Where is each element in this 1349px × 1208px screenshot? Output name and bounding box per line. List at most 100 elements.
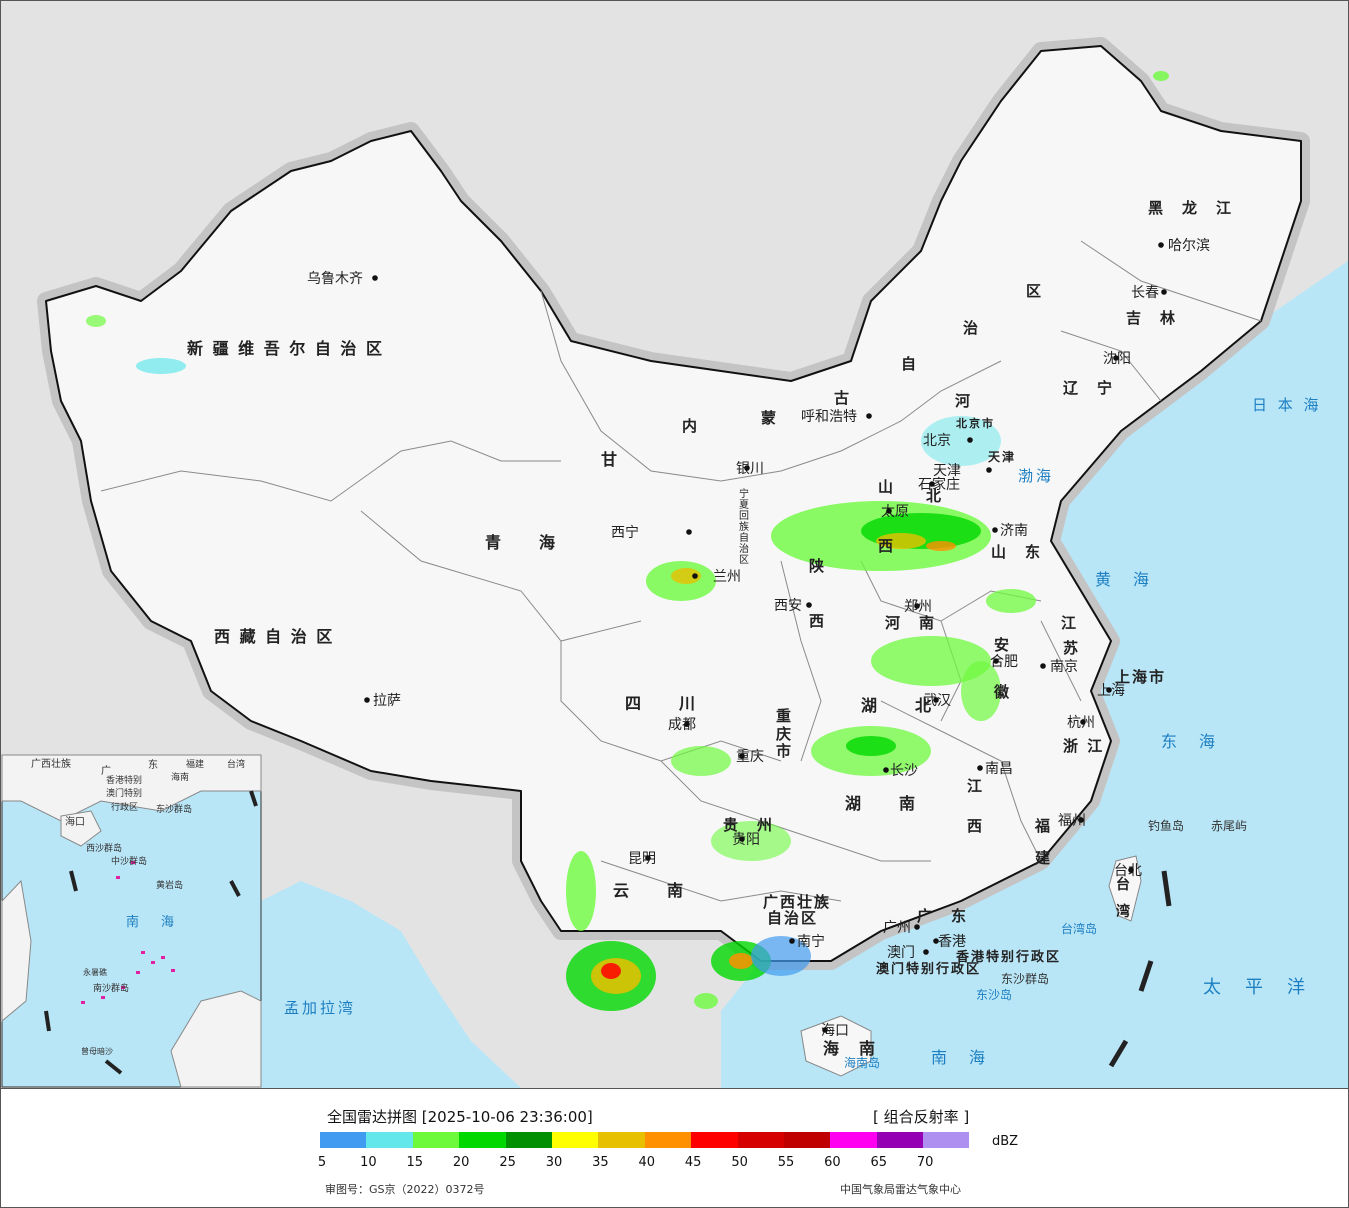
island-label: 东沙群岛 <box>1001 971 1049 986</box>
inset-label: 澳门特别 <box>106 787 142 799</box>
city-label: 太原 <box>881 504 909 520</box>
inset-label: 永暑礁 <box>83 967 107 977</box>
region-label: 四 川 <box>625 694 697 713</box>
city-label: 福州 <box>1058 813 1086 829</box>
region-label: 重 <box>776 707 793 725</box>
region-label-ningxia: 族 <box>739 520 749 533</box>
region-label: 湾 <box>1116 903 1132 920</box>
inset-label: 福建 <box>186 758 204 770</box>
source-agency: 中国气象局雷达气象中心 <box>840 1183 961 1196</box>
scale-tick-label: 20 <box>452 1155 470 1170</box>
city-marker <box>692 573 698 579</box>
region-label: 香港特别行政区 <box>955 949 1061 965</box>
city-label: 石家庄 <box>918 476 960 493</box>
hainan-island <box>800 1015 872 1077</box>
city-label: 香港 <box>938 934 966 950</box>
taiwan-island <box>1108 855 1142 922</box>
city-marker <box>933 938 939 944</box>
color-swatch <box>412 1132 460 1148</box>
city-label: 长春 <box>1131 285 1159 301</box>
china-map: 乌鲁木齐拉萨西宁银川兰州呼和浩特北京天津石家庄太原济南郑州西安成都重庆武汉合肥南… <box>1 1 1348 1088</box>
island-label: 东沙岛 <box>976 987 1012 1002</box>
region-label: 辽 宁 <box>1063 379 1114 397</box>
region-label: 自治区 <box>767 909 818 927</box>
city-marker <box>684 721 690 727</box>
city-marker <box>372 275 378 281</box>
ocean-bengal <box>261 881 521 1088</box>
inset-label: 东沙群岛 <box>156 803 192 815</box>
color-swatch <box>644 1132 692 1148</box>
region-label: 自 <box>901 355 918 373</box>
scale-tick-label: 50 <box>731 1155 748 1170</box>
city-marker <box>744 465 750 471</box>
city-marker <box>866 413 872 419</box>
scale-tick-label: 25 <box>499 1155 516 1170</box>
sea-label: 东 海 <box>1161 732 1218 751</box>
region-label: 上海市 <box>1115 668 1166 686</box>
maritime-boundary-dashes <box>1108 870 1172 1068</box>
inset-label: 行政区 <box>111 801 138 813</box>
mosaic-title: 全国雷达拼图 [2025-10-06 23:36:00] <box>327 1108 593 1126</box>
region-label: 治 <box>963 319 980 337</box>
color-swatch <box>830 1132 877 1148</box>
city-marker <box>1128 867 1134 873</box>
region-label: 青 海 <box>485 533 557 552</box>
region-label: 区 <box>1026 282 1043 300</box>
city-marker <box>1161 289 1167 295</box>
color-swatch <box>876 1132 924 1148</box>
city-marker <box>914 924 920 930</box>
region-label: 江 <box>967 777 984 795</box>
region-label: 北京市 <box>956 416 995 430</box>
inset-label: 广 <box>101 765 111 777</box>
city-label: 广州 <box>883 920 911 936</box>
city-marker <box>967 437 973 443</box>
city-label: 哈尔滨 <box>1168 238 1210 254</box>
city-label: 银川 <box>736 461 764 477</box>
city-marker <box>739 753 745 759</box>
color-swatch <box>551 1132 599 1148</box>
scale-tick-label: 55 <box>777 1155 795 1170</box>
city-label: 拉萨 <box>373 693 401 709</box>
city-marker <box>645 855 651 861</box>
city-label: 西安 <box>774 598 802 614</box>
scale-tick-label: 15 <box>406 1155 424 1170</box>
region-label: 西 <box>878 537 895 555</box>
scale-tick-label: 30 <box>545 1155 563 1170</box>
approval-number: 审图号：GS京（2022）0372号 <box>325 1183 485 1196</box>
inset-label: 西沙群岛 <box>86 842 122 854</box>
region-label: 福 <box>1034 817 1052 835</box>
inset-label: 海口 <box>65 815 85 828</box>
city-label: 台北 <box>1114 863 1142 879</box>
inset-label: 海南 <box>171 771 189 783</box>
city-marker <box>992 527 998 533</box>
city-marker <box>993 658 999 664</box>
region-label-ningxia: 回 <box>739 510 749 522</box>
radar-echoes <box>86 71 1169 1011</box>
city-label: 兰州 <box>713 569 741 585</box>
inset-label: 香港特别 <box>106 774 142 786</box>
city-label: 成都 <box>668 717 696 733</box>
color-swatch <box>691 1132 738 1148</box>
city-marker <box>914 603 920 609</box>
scale-tick-label: 40 <box>638 1155 656 1170</box>
region-label: 安 <box>994 636 1011 654</box>
region-label: 甘 <box>601 450 619 469</box>
city-label: 南京 <box>1050 659 1078 675</box>
region-label-ningxia: 治 <box>739 542 749 555</box>
inset-label: 曾母暗沙 <box>81 1046 113 1056</box>
sea-label: 太 平 洋 <box>1203 977 1308 998</box>
city-marker <box>1106 687 1112 693</box>
city-marker <box>923 949 929 955</box>
city-marker <box>739 836 745 842</box>
region-label: 广西壮族 <box>763 893 831 911</box>
city-marker <box>1078 817 1084 823</box>
city-label: 海口 <box>821 1023 849 1039</box>
region-label: 贵 州 <box>723 816 774 834</box>
region-label: 西 藏 自 治 区 <box>214 627 334 646</box>
map-area: 乌鲁木齐拉萨西宁银川兰州呼和浩特北京天津石家庄太原济南郑州西安成都重庆武汉合肥南… <box>1 1 1348 1089</box>
city-marker <box>364 697 370 703</box>
region-label: 天津 <box>988 449 1016 464</box>
city-marker <box>789 938 795 944</box>
legend-panel: 全国雷达拼图 [2025-10-06 23:36:00] [ 组合反射率 ] d… <box>1 1089 1348 1207</box>
scale-tick-label: 60 <box>824 1155 841 1170</box>
